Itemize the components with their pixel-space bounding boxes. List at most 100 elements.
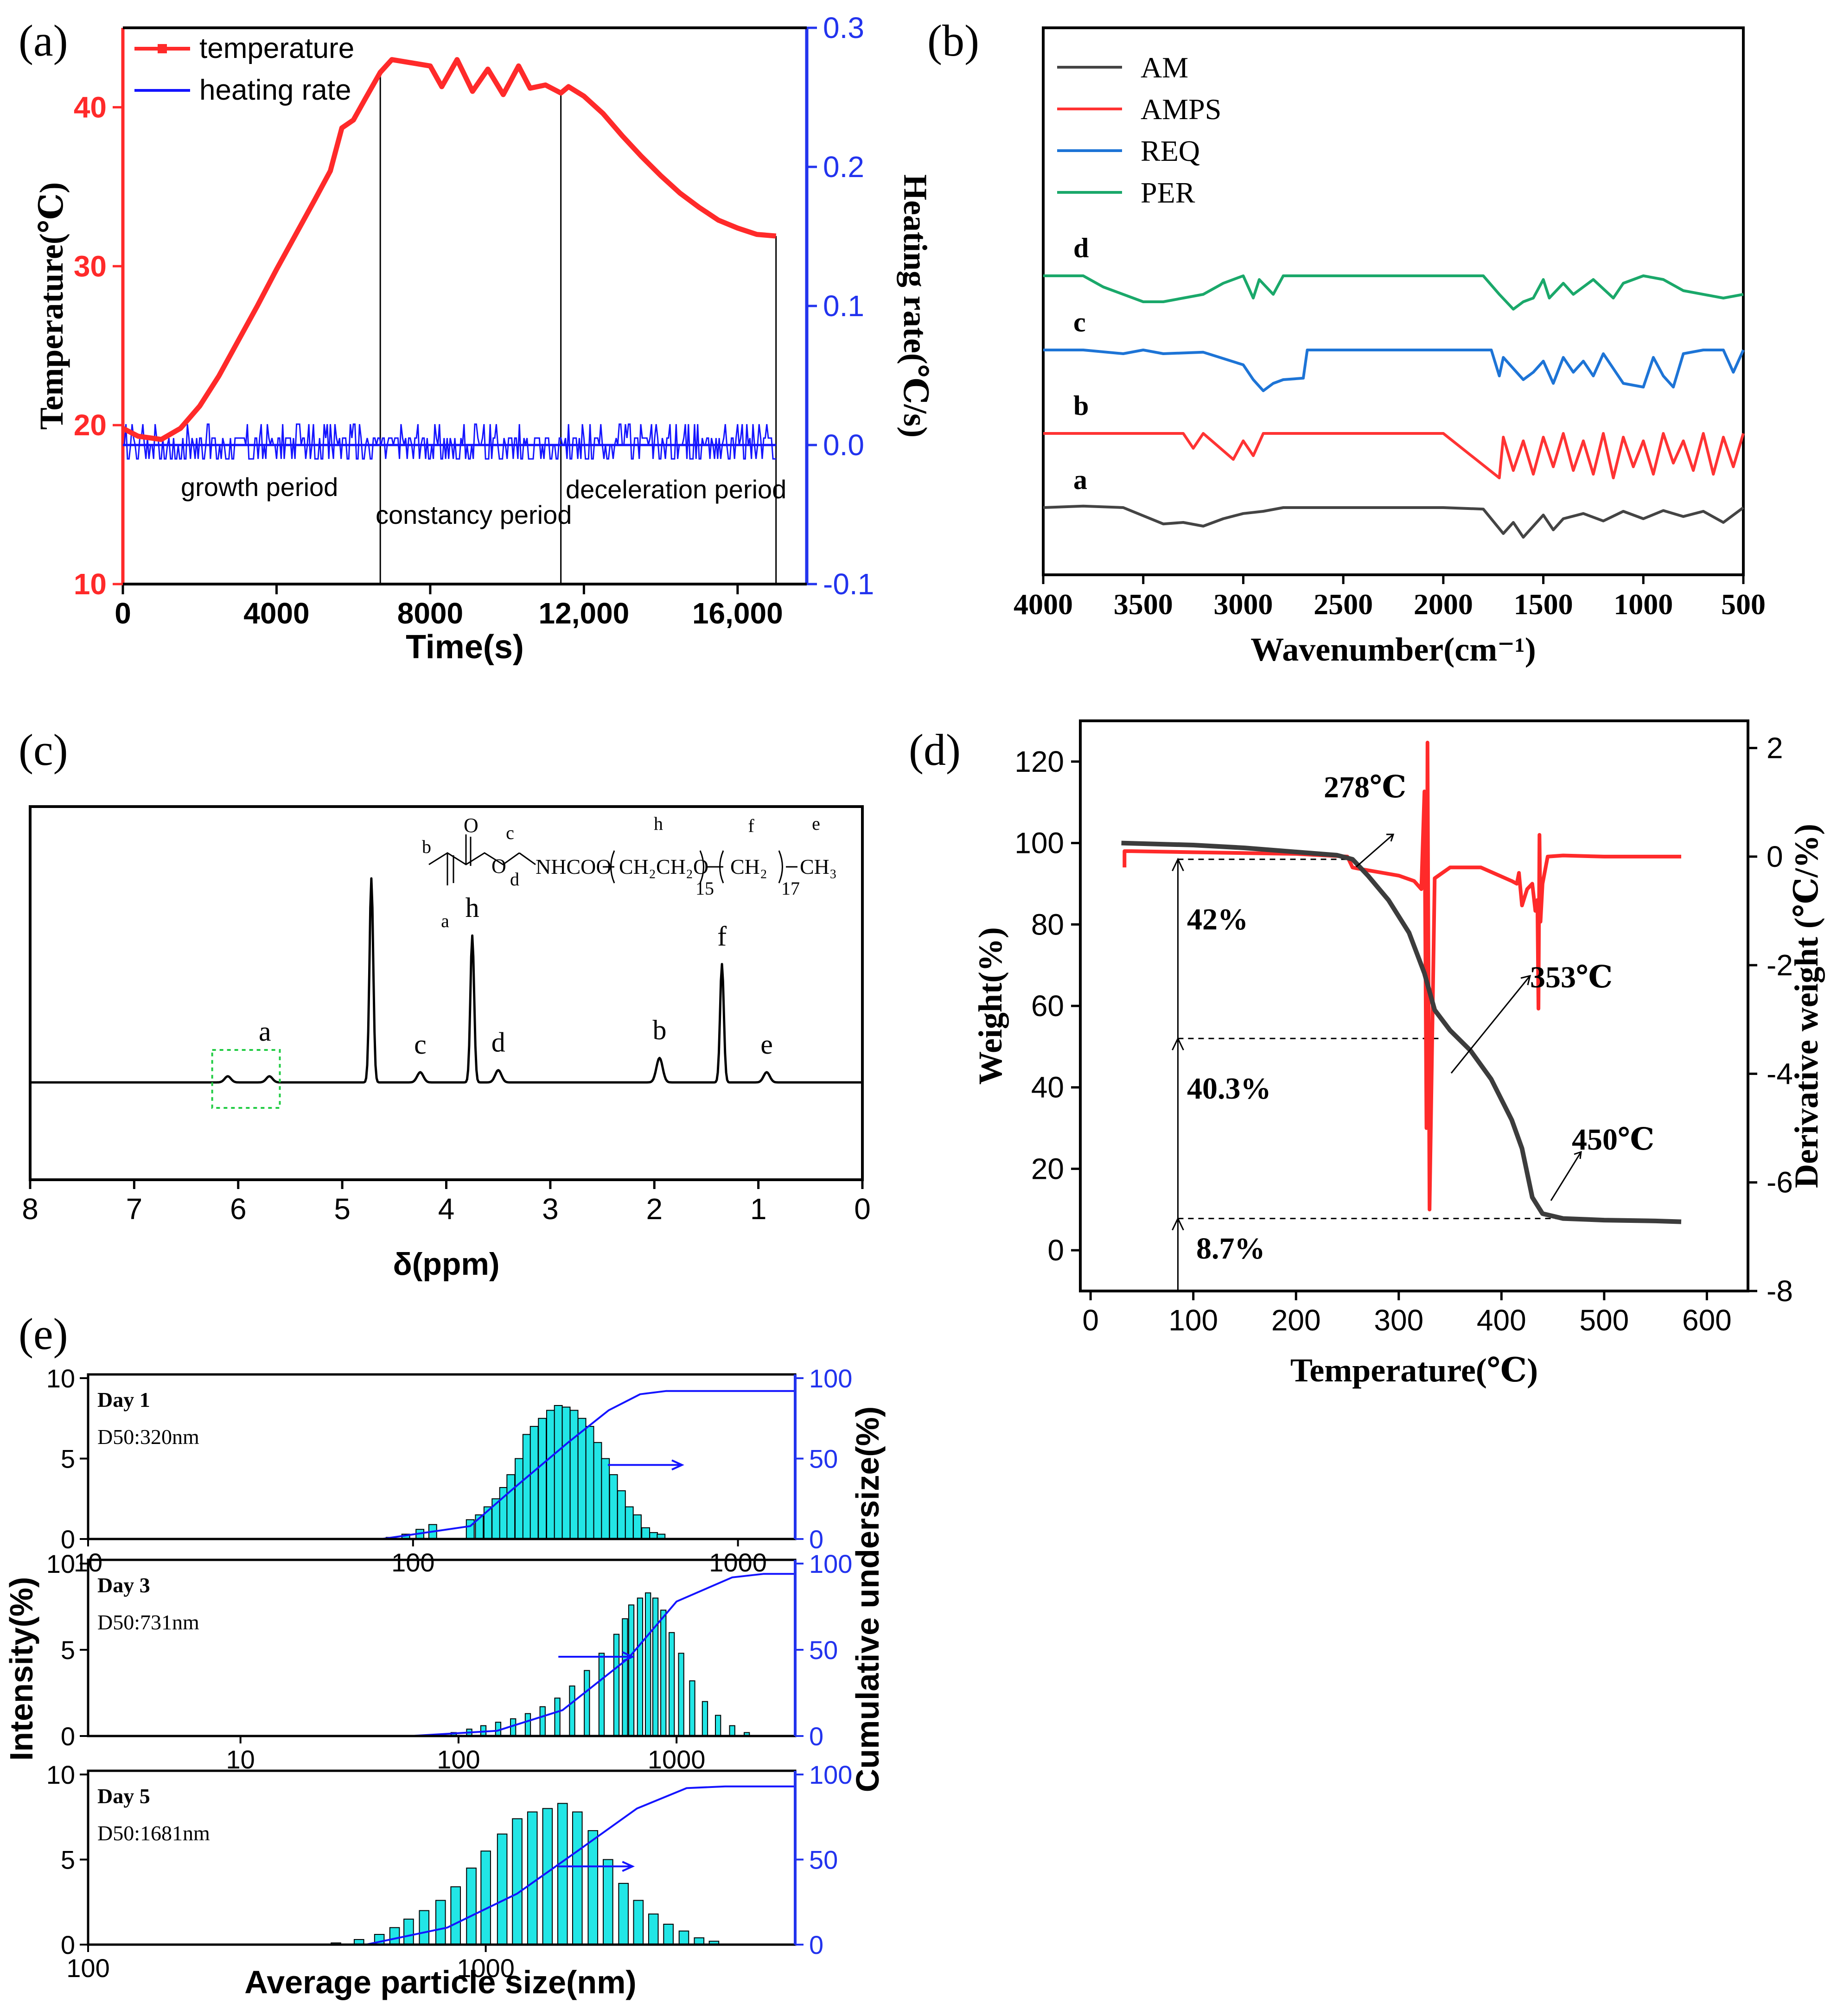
histogram-bar <box>584 1670 590 1736</box>
histogram-bar <box>569 1410 579 1539</box>
histogram-bar <box>593 1442 602 1540</box>
annotation-2: 450℃ <box>1572 1123 1654 1157</box>
x-tick-label: 12,000 <box>539 597 630 630</box>
x-tick-label: 0 <box>1082 1304 1099 1337</box>
cumulative-curve <box>88 1785 795 1946</box>
x-axis-label: δ(ppm) <box>393 1246 499 1282</box>
annotation-1: 353℃ <box>1530 960 1613 994</box>
direction-arrow <box>608 1459 684 1471</box>
histogram-bar <box>529 1426 539 1540</box>
series-tag-c: c <box>1073 307 1086 337</box>
annotation-3: 42% <box>1187 903 1248 936</box>
series-tag-a: a <box>1073 464 1087 495</box>
cumulative-curve <box>88 1573 795 1737</box>
y-tick-label: 10 <box>74 567 107 601</box>
derivative-weight-series <box>1123 740 1681 1212</box>
y-tick-label: 5 <box>61 1444 75 1474</box>
measure-arrowhead <box>1172 1037 1184 1050</box>
legend-label-temperature: temperature <box>199 32 354 64</box>
measure-arrowhead <box>1172 858 1184 871</box>
temperature-series <box>121 57 777 442</box>
y-tick-label: 5 <box>61 1635 75 1665</box>
histogram-bar <box>618 1882 629 1945</box>
structure-chain1: CH₂CH₂O <box>619 855 708 878</box>
panel-label: (a) <box>19 16 68 65</box>
x-tick-label: 1000 <box>1614 588 1673 621</box>
y2-tick-label: 100 <box>809 1364 852 1393</box>
histogram-bar <box>585 1426 594 1540</box>
annotation-0: 278℃ <box>1324 770 1406 804</box>
histogram-bar <box>669 1632 675 1737</box>
histogram-bar <box>609 1474 618 1539</box>
x-tick-label: 600 <box>1682 1304 1732 1337</box>
histogram-bar <box>622 1618 628 1737</box>
y2-axis-label: Cumulative undersize(%) <box>849 1406 886 1792</box>
y-tick-label: 10 <box>46 1760 75 1789</box>
histogram-bar <box>689 1680 695 1736</box>
plot-frame <box>87 1373 797 1540</box>
y-tick-label: 20 <box>74 408 107 442</box>
x-tick-label: 1500 <box>1514 588 1573 621</box>
x-tick-label: 2500 <box>1314 588 1373 621</box>
y2-tick-label: 0.2 <box>823 150 864 184</box>
ftir-series-amps <box>1043 432 1745 479</box>
direction-arrow <box>558 1651 635 1662</box>
x-axis-label: Temperature(℃) <box>1290 1352 1538 1389</box>
panel-label: (e) <box>19 1309 68 1359</box>
peak-label-e: e <box>760 1029 773 1060</box>
y-tick-label: 100 <box>1014 827 1064 860</box>
annotation-arrow-353 <box>1450 974 1531 1074</box>
heating-rate-series <box>123 423 776 460</box>
histogram-bar <box>506 1474 516 1539</box>
x-tick-label: 100 <box>1168 1304 1218 1337</box>
structure-site-f: f <box>748 815 754 836</box>
y-tick-label: 0 <box>1047 1234 1064 1267</box>
histogram-bar <box>660 1609 667 1736</box>
panel-label: (b) <box>927 16 979 65</box>
measure-arrowhead <box>1172 1217 1184 1231</box>
annotation-4: 40.3% <box>1187 1072 1271 1106</box>
x-tick-label: 5 <box>334 1192 351 1226</box>
peak-label-b: b <box>652 1015 666 1045</box>
histogram-bar <box>652 1597 659 1736</box>
x-axis-label: Time(s) <box>406 629 524 666</box>
x-tick-label: 100 <box>437 1745 480 1774</box>
cumulative-curve <box>88 1390 795 1540</box>
legend-label-amps: AMPS <box>1141 93 1221 126</box>
histogram-bar <box>497 1833 508 1945</box>
x-tick-label: 8 <box>22 1192 38 1226</box>
y2-axis-label: Derivative weight (℃/%) <box>1788 824 1825 1188</box>
x-tick-label: 3000 <box>1213 588 1273 621</box>
ftir-series-req <box>1043 349 1745 392</box>
panel-a-temperature-heating-rate: (a) 0 4000 8000 12,000 16,000 10 20 30 40 -0.1 0.0 0… <box>19 11 934 666</box>
y-tick-label: 80 <box>1031 908 1064 941</box>
legend-label-heating-rate: heating rate <box>199 74 351 106</box>
x-tick-label: 3 <box>542 1192 559 1226</box>
histogram-bar <box>510 1718 517 1737</box>
y-tick-label: 40 <box>74 90 107 124</box>
y2-tick-label: 50 <box>809 1635 838 1665</box>
x-tick-label: 400 <box>1477 1304 1526 1337</box>
histogram-bar <box>450 1886 461 1945</box>
y-tick-label: 120 <box>1014 745 1064 778</box>
y2-tick-label: 0 <box>809 1930 823 1959</box>
x-tick-label: 200 <box>1271 1304 1321 1337</box>
histogram-bar <box>601 1458 610 1539</box>
panel-b-ftir-spectra: (b) 4000 3500 3000 2500 2000 1500 1000 500 Wavenu… <box>927 16 1766 668</box>
peak-label-h: h <box>466 892 479 923</box>
structure-n1: 15 <box>695 878 714 899</box>
x-tick-label: 1000 <box>648 1745 706 1774</box>
histogram-bar <box>542 1808 553 1945</box>
day-label: Day 1 <box>97 1388 150 1412</box>
x-tick-label: 2 <box>646 1192 663 1226</box>
annotation-arrow-278 <box>1356 833 1395 868</box>
y2-tick-label: 100 <box>809 1549 852 1578</box>
y-axis-label: Temperature(℃) <box>33 182 70 430</box>
histogram-bar <box>729 1725 735 1736</box>
y2-tick-label: 0.1 <box>823 289 864 323</box>
x-tick-label: 0 <box>115 597 131 630</box>
x-tick-label: 6 <box>230 1192 247 1226</box>
histogram-bar <box>569 1685 575 1737</box>
peak-label-d: d <box>491 1027 505 1058</box>
